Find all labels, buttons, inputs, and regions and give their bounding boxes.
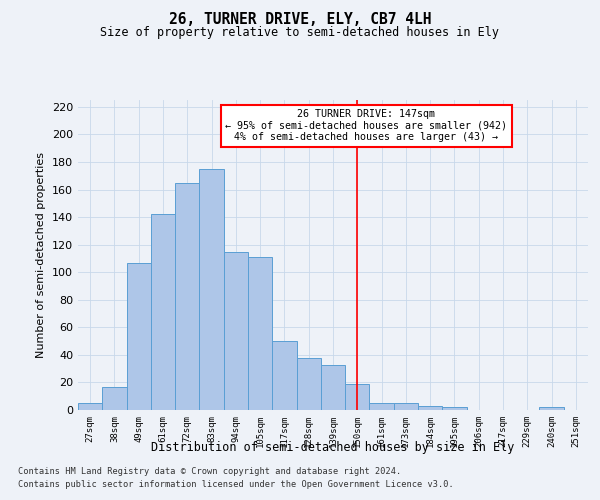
- Bar: [442, 407, 467, 410]
- Bar: [248, 257, 272, 410]
- Y-axis label: Number of semi-detached properties: Number of semi-detached properties: [37, 152, 46, 358]
- Bar: [418, 406, 442, 410]
- Bar: [151, 214, 175, 410]
- Bar: [539, 407, 564, 410]
- Bar: [127, 262, 151, 410]
- Bar: [345, 384, 370, 410]
- Bar: [224, 252, 248, 410]
- Bar: [321, 364, 345, 410]
- Bar: [175, 182, 199, 410]
- Bar: [199, 169, 224, 410]
- Bar: [296, 358, 321, 410]
- Text: Size of property relative to semi-detached houses in Ely: Size of property relative to semi-detach…: [101, 26, 499, 39]
- Bar: [394, 403, 418, 410]
- Bar: [102, 386, 127, 410]
- Text: Contains public sector information licensed under the Open Government Licence v3: Contains public sector information licen…: [18, 480, 454, 489]
- Bar: [272, 341, 296, 410]
- Text: 26 TURNER DRIVE: 147sqm
← 95% of semi-detached houses are smaller (942)
4% of se: 26 TURNER DRIVE: 147sqm ← 95% of semi-de…: [225, 110, 507, 142]
- Text: Contains HM Land Registry data © Crown copyright and database right 2024.: Contains HM Land Registry data © Crown c…: [18, 467, 401, 476]
- Text: Distribution of semi-detached houses by size in Ely: Distribution of semi-detached houses by …: [151, 441, 515, 454]
- Bar: [78, 403, 102, 410]
- Bar: [370, 403, 394, 410]
- Text: 26, TURNER DRIVE, ELY, CB7 4LH: 26, TURNER DRIVE, ELY, CB7 4LH: [169, 12, 431, 28]
